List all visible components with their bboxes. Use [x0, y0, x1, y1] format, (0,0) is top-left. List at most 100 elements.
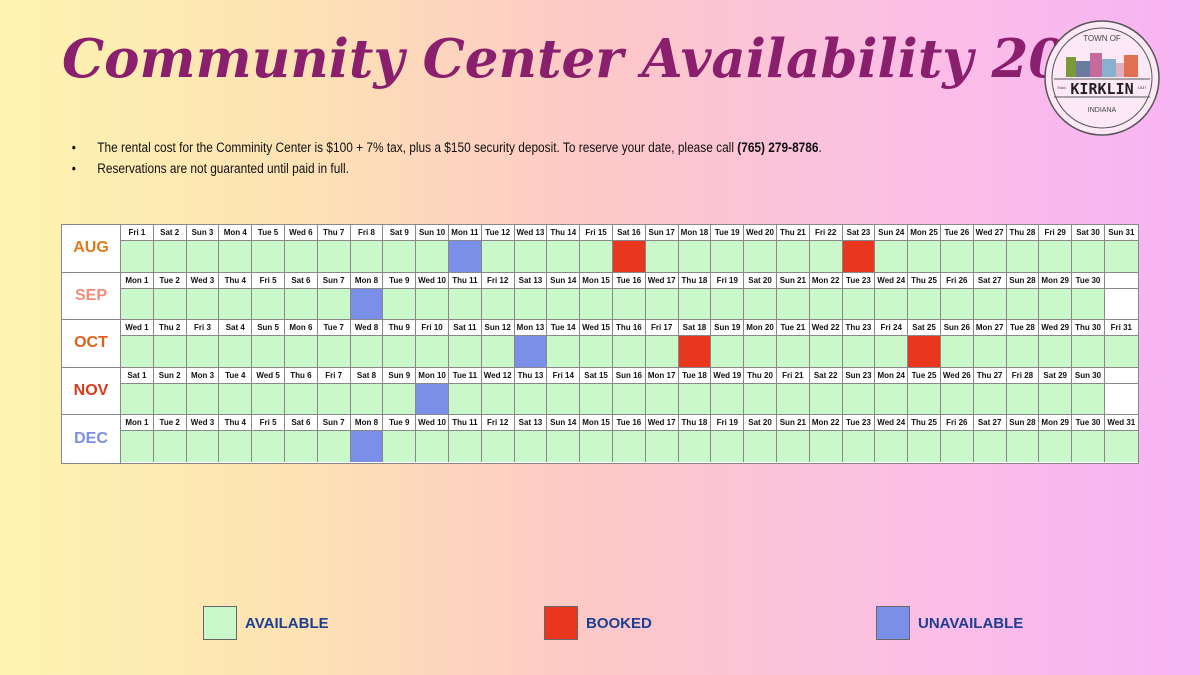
month-label: AUG [62, 225, 121, 272]
day-cell-available [940, 430, 974, 462]
day-cell-available [1104, 240, 1138, 272]
day-header: Mon 29 [1039, 415, 1073, 431]
day-cell-available [908, 430, 941, 462]
day-header: Thu 11 [448, 272, 482, 288]
day-cell-booked [842, 240, 876, 272]
day-header: Mon 11 [448, 225, 482, 240]
day-header: Mon 15 [580, 272, 613, 288]
day-header: Mon 4 [219, 225, 253, 240]
day-cell-available [940, 240, 974, 272]
phone-number[interactable]: (765) 279-8786 [737, 140, 819, 155]
day-cell-available [908, 240, 941, 272]
day-header: Sat 30 [1072, 225, 1105, 240]
day-header: Mon 8 [350, 415, 384, 431]
day-cell-available [448, 382, 482, 415]
day-header: Wed 10 [416, 272, 449, 288]
day-header: Wed 29 [1039, 320, 1073, 336]
day-cell-available [481, 430, 515, 462]
day-header: Fri 3 [186, 320, 220, 336]
day-cell-empty [1104, 382, 1138, 415]
day-cell-available [711, 430, 745, 462]
day-header: Sun 2 [153, 367, 187, 383]
day-header: Wed 3 [186, 415, 220, 431]
day-header: Tue 4 [219, 367, 253, 383]
logo-name: KIRKLIN [1070, 80, 1133, 98]
day-header: Thu 25 [908, 272, 941, 288]
day-cell-available [1006, 335, 1040, 367]
day-cell-available [317, 287, 351, 320]
day-cell-available [612, 287, 646, 320]
day-header: Sun 23 [842, 367, 876, 383]
day-cell-available [481, 287, 515, 320]
day-header: Sat 16 [612, 225, 646, 240]
day-cell-available [580, 430, 613, 462]
day-cell-available [809, 335, 843, 367]
day-cell-available [547, 430, 581, 462]
day-header: Tue 18 [678, 367, 712, 383]
day-cell-available [448, 287, 482, 320]
day-cell-available [776, 335, 810, 367]
day-cell-available [973, 382, 1007, 415]
day-header: Sun 7 [317, 272, 351, 288]
day-cell-available [383, 287, 417, 320]
day-header: Fri 5 [252, 415, 285, 431]
day-cell-available [350, 240, 384, 272]
day-cell-available [121, 335, 154, 367]
day-header: Sun 9 [383, 367, 417, 383]
day-cell-available [645, 240, 679, 272]
day-header: Thu 7 [317, 225, 351, 240]
day-header: Sun 21 [776, 415, 810, 431]
logo-top-text: TOWN OF [1083, 34, 1121, 43]
day-cell-available [252, 287, 285, 320]
note-reservation: Reservations are not guaranted until pai… [70, 158, 915, 179]
day-cell-available [711, 287, 745, 320]
day-header: Sat 18 [678, 320, 712, 336]
day-header: Tue 7 [317, 320, 351, 336]
day-header: Tue 16 [612, 272, 646, 288]
day-header: Sat 27 [973, 272, 1007, 288]
day-header: Wed 27 [973, 225, 1007, 240]
day-header: Tue 26 [940, 225, 974, 240]
day-header: Sun 10 [416, 225, 449, 240]
legend-unavailable: UNAVAILABLE [876, 606, 1023, 640]
day-header: Sun 7 [317, 415, 351, 431]
day-cell-available [776, 430, 810, 462]
day-header: Fri 26 [940, 272, 974, 288]
day-cell-available [842, 430, 876, 462]
day-header: Thu 27 [973, 367, 1007, 383]
day-cell-available [1039, 287, 1073, 320]
day-header: Sun 28 [1006, 272, 1040, 288]
day-header: Mon 27 [973, 320, 1007, 336]
day-header: Fri 7 [317, 367, 351, 383]
day-header: Wed 17 [645, 415, 679, 431]
day-cell-available [875, 287, 909, 320]
day-cell-available [711, 335, 745, 367]
day-header: Wed 10 [416, 415, 449, 431]
day-cell-available [744, 335, 777, 367]
day-header: Sat 8 [350, 367, 384, 383]
day-cell-available [514, 287, 548, 320]
day-cell-available [744, 287, 777, 320]
day-header: Thu 28 [1006, 225, 1040, 240]
day-header: Fri 12 [481, 272, 515, 288]
day-cell-available [219, 287, 253, 320]
day-header: Thu 30 [1072, 320, 1105, 336]
day-header: Tue 14 [547, 320, 581, 336]
legend-available-swatch [203, 606, 237, 640]
day-header: Mon 3 [186, 367, 220, 383]
day-header: Sun 17 [645, 225, 679, 240]
day-cell-available [284, 335, 318, 367]
day-header: Sat 13 [514, 272, 548, 288]
day-cell-available [514, 430, 548, 462]
day-header: Wed 20 [744, 225, 777, 240]
day-header: Thu 6 [284, 367, 318, 383]
day-cell-available [612, 335, 646, 367]
day-header: Fri 24 [875, 320, 909, 336]
day-cell-empty [1104, 287, 1138, 320]
day-header: Sat 2 [153, 225, 187, 240]
day-header: Tue 5 [252, 225, 285, 240]
day-header: Fri 10 [416, 320, 449, 336]
note-rental-cost-text: The rental cost for the Comminity Center… [97, 140, 738, 155]
day-header: Fri 28 [1006, 367, 1040, 383]
day-cell-available [121, 240, 154, 272]
